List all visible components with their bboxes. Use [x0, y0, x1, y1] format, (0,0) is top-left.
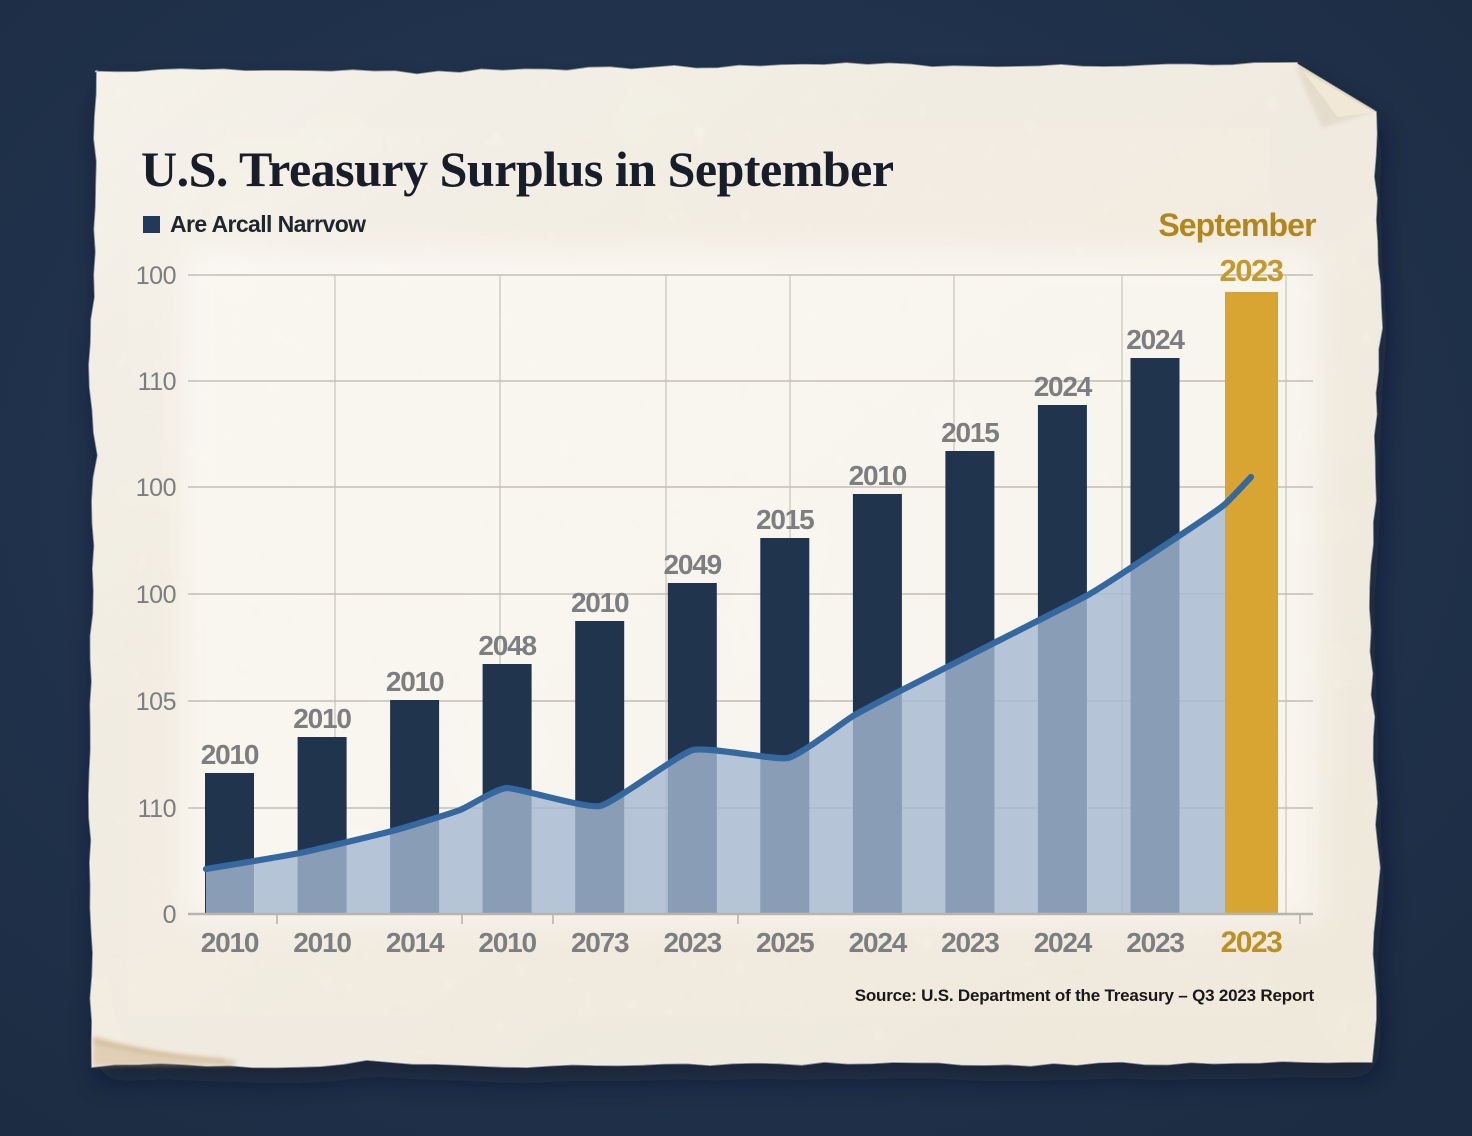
svg-text:2015: 2015 [941, 417, 999, 448]
svg-text:0: 0 [163, 901, 176, 929]
svg-text:110: 110 [138, 368, 176, 396]
svg-text:2010: 2010 [201, 739, 259, 770]
svg-text:September: September [1158, 207, 1316, 243]
svg-text:100: 100 [136, 581, 176, 609]
svg-text:U.S. Treasury Surplus in Septe: U.S. Treasury Surplus in September [141, 141, 894, 197]
svg-text:2023: 2023 [1220, 253, 1284, 288]
svg-text:2010: 2010 [201, 927, 259, 958]
svg-text:110: 110 [138, 795, 176, 823]
svg-text:2023: 2023 [1126, 927, 1184, 958]
svg-text:2024: 2024 [1034, 371, 1093, 402]
svg-text:2023: 2023 [664, 927, 722, 958]
svg-text:2010: 2010 [849, 460, 907, 491]
svg-text:2024: 2024 [1126, 324, 1185, 355]
svg-text:2049: 2049 [664, 549, 722, 580]
svg-text:2024: 2024 [1034, 927, 1093, 958]
svg-text:2010: 2010 [571, 587, 629, 618]
svg-text:2010: 2010 [293, 703, 351, 734]
svg-text:2073: 2073 [571, 927, 629, 958]
svg-text:Source: U.S. Department of the: Source: U.S. Department of the Treasury … [855, 986, 1315, 1005]
svg-text:2010: 2010 [293, 927, 351, 958]
svg-text:2010: 2010 [386, 666, 444, 697]
svg-text:2023: 2023 [941, 927, 999, 958]
svg-text:100: 100 [136, 474, 176, 502]
svg-text:2010: 2010 [478, 927, 536, 958]
svg-text:2025: 2025 [756, 927, 814, 958]
svg-text:2024: 2024 [849, 927, 908, 958]
svg-text:2015: 2015 [756, 504, 814, 535]
svg-text:2014: 2014 [386, 927, 445, 958]
svg-text:105: 105 [136, 688, 176, 716]
svg-text:2023: 2023 [1221, 926, 1283, 959]
svg-text:100: 100 [136, 262, 176, 290]
svg-text:2048: 2048 [478, 630, 536, 661]
svg-text:Are Arcall Narrvow: Are Arcall Narrvow [170, 211, 366, 237]
